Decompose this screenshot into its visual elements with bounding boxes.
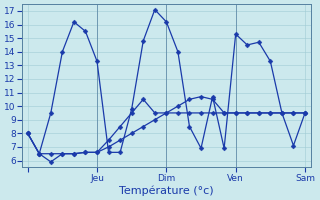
X-axis label: Température (°c): Température (°c): [119, 185, 214, 196]
